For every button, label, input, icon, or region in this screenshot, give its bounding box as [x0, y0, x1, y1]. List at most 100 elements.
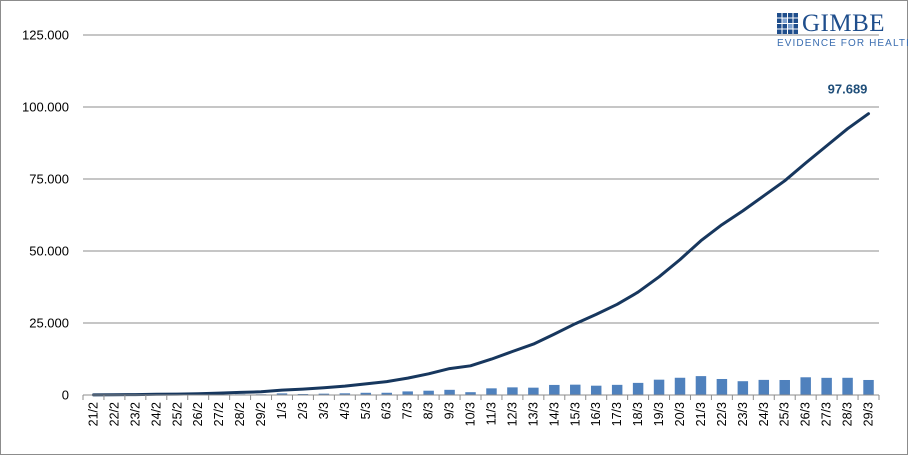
x-tick-label: 21/3: [694, 402, 708, 426]
logo-grid-cell: [788, 24, 793, 29]
x-tick-label: 23/3: [736, 402, 750, 426]
logo-grid-cell: [782, 24, 787, 29]
x-tick-label: 20/3: [673, 402, 687, 426]
x-tick-label: 17/3: [610, 402, 624, 426]
logo-grid-cell: [782, 13, 787, 18]
x-tick-label: 9/3: [443, 402, 457, 419]
bar: [842, 377, 853, 395]
x-tick-label: 24/2: [149, 402, 163, 426]
x-tick-label: 3/3: [317, 402, 331, 419]
y-axis-ticks: 0 25.000 50.000 75.000 100.000 125.000: [22, 28, 69, 403]
bar: [611, 384, 623, 395]
x-tick-label: 27/3: [820, 402, 834, 426]
bar: [758, 379, 770, 395]
x-tick-label: 8/3: [422, 402, 436, 419]
x-tick-label: 15/3: [568, 402, 582, 426]
logo-grid-cell: [788, 29, 793, 34]
x-tick-label: 27/2: [212, 402, 226, 426]
x-axis-ticks: 21/2 22/2 23/2 24/2 25/2 26/2 27/2 28/2 29/2 1/3 2…: [86, 402, 875, 426]
bar: [549, 384, 560, 395]
x-tick-label: 13/3: [526, 402, 540, 426]
bar: [423, 390, 434, 395]
series-line: [92, 112, 870, 397]
x-tick-label: 24/3: [757, 402, 771, 426]
line-end-label: 97.689: [828, 82, 868, 97]
bar: [632, 382, 644, 395]
logo-grid-cell: [793, 24, 798, 29]
y-tick-label: 125.000: [22, 28, 69, 43]
x-tick-label: 26/3: [799, 402, 813, 426]
x-tick-label: 25/2: [170, 402, 184, 426]
gridlines: [83, 34, 879, 324]
logo-grid-cell: [793, 18, 798, 23]
x-tick-label: 22/3: [715, 402, 729, 426]
bar: [318, 393, 330, 395]
x-tick-label: 4/3: [338, 402, 352, 419]
x-tick-label: 23/2: [128, 402, 142, 426]
x-tick-label: 28/2: [233, 402, 247, 426]
y-tick-label: 100.000: [22, 100, 69, 115]
gimbe-logo: GIMBE EVIDENCE FOR HEALTH: [773, 10, 908, 51]
logo-grid-cell: [777, 18, 782, 23]
bar: [402, 391, 413, 395]
bar: [590, 385, 602, 395]
x-tick-label: 2/3: [296, 402, 310, 419]
bar: [360, 392, 372, 395]
logo-name: GIMBE: [802, 10, 886, 37]
bar: [737, 381, 749, 395]
x-tick-label: 16/3: [589, 402, 603, 426]
x-tick-label: 21/2: [86, 402, 100, 426]
bar: [507, 387, 518, 395]
x-tick-label: 14/3: [547, 402, 561, 426]
x-tick-label: 1/3: [275, 402, 289, 419]
bar: [863, 379, 874, 395]
bar: [486, 388, 497, 395]
x-tick-label: 12/3: [505, 402, 519, 426]
line-series: [92, 112, 870, 397]
logo-grid-cell: [793, 29, 798, 34]
x-tick-label: 11/3: [484, 402, 498, 425]
bar: [528, 387, 539, 395]
x-tick-label: 18/3: [631, 402, 645, 426]
y-tick-label: 75.000: [29, 172, 69, 187]
bar: [695, 376, 707, 395]
logo-grid-cell: [793, 13, 798, 18]
x-tick-label: 6/3: [380, 402, 394, 419]
bar-series: [88, 376, 874, 395]
bar: [800, 377, 811, 395]
x-tick-label: 10/3: [464, 402, 478, 426]
y-tick-label: 50.000: [29, 244, 69, 259]
bar: [465, 392, 476, 395]
logo-grid-cell: [788, 18, 793, 23]
bar: [276, 393, 288, 395]
bar: [339, 393, 351, 395]
logo-grid-cell: [782, 29, 787, 34]
x-tick-label: 19/3: [652, 402, 666, 426]
bar: [716, 378, 728, 395]
bar: [444, 389, 455, 395]
logo-grid-cell: [788, 13, 793, 18]
logo-tagline: EVIDENCE FOR HEALTH: [777, 38, 908, 49]
logo-grid-cell: [777, 24, 782, 29]
y-tick-label: 25.000: [29, 316, 69, 331]
bar: [779, 379, 790, 395]
x-tick-label: 26/2: [191, 402, 205, 426]
y-tick-label: 0: [62, 388, 69, 403]
logo-grid-cell: [777, 29, 782, 34]
x-tick-label: 7/3: [401, 402, 415, 419]
gimbe-grid-icon: [777, 13, 798, 34]
bar: [674, 377, 686, 395]
logo-grid-cell: [777, 13, 782, 18]
bar: [653, 379, 665, 395]
logo-grid-cell: [782, 18, 787, 23]
x-tick-label: 29/3: [862, 402, 876, 426]
x-tick-label: 25/3: [778, 402, 792, 426]
bar: [381, 392, 392, 395]
x-tick-label: 28/3: [841, 402, 855, 426]
x-tick-label: 22/2: [107, 402, 121, 426]
x-tick-label: 29/2: [254, 402, 268, 426]
bar: [821, 377, 832, 395]
bar: [570, 384, 581, 395]
